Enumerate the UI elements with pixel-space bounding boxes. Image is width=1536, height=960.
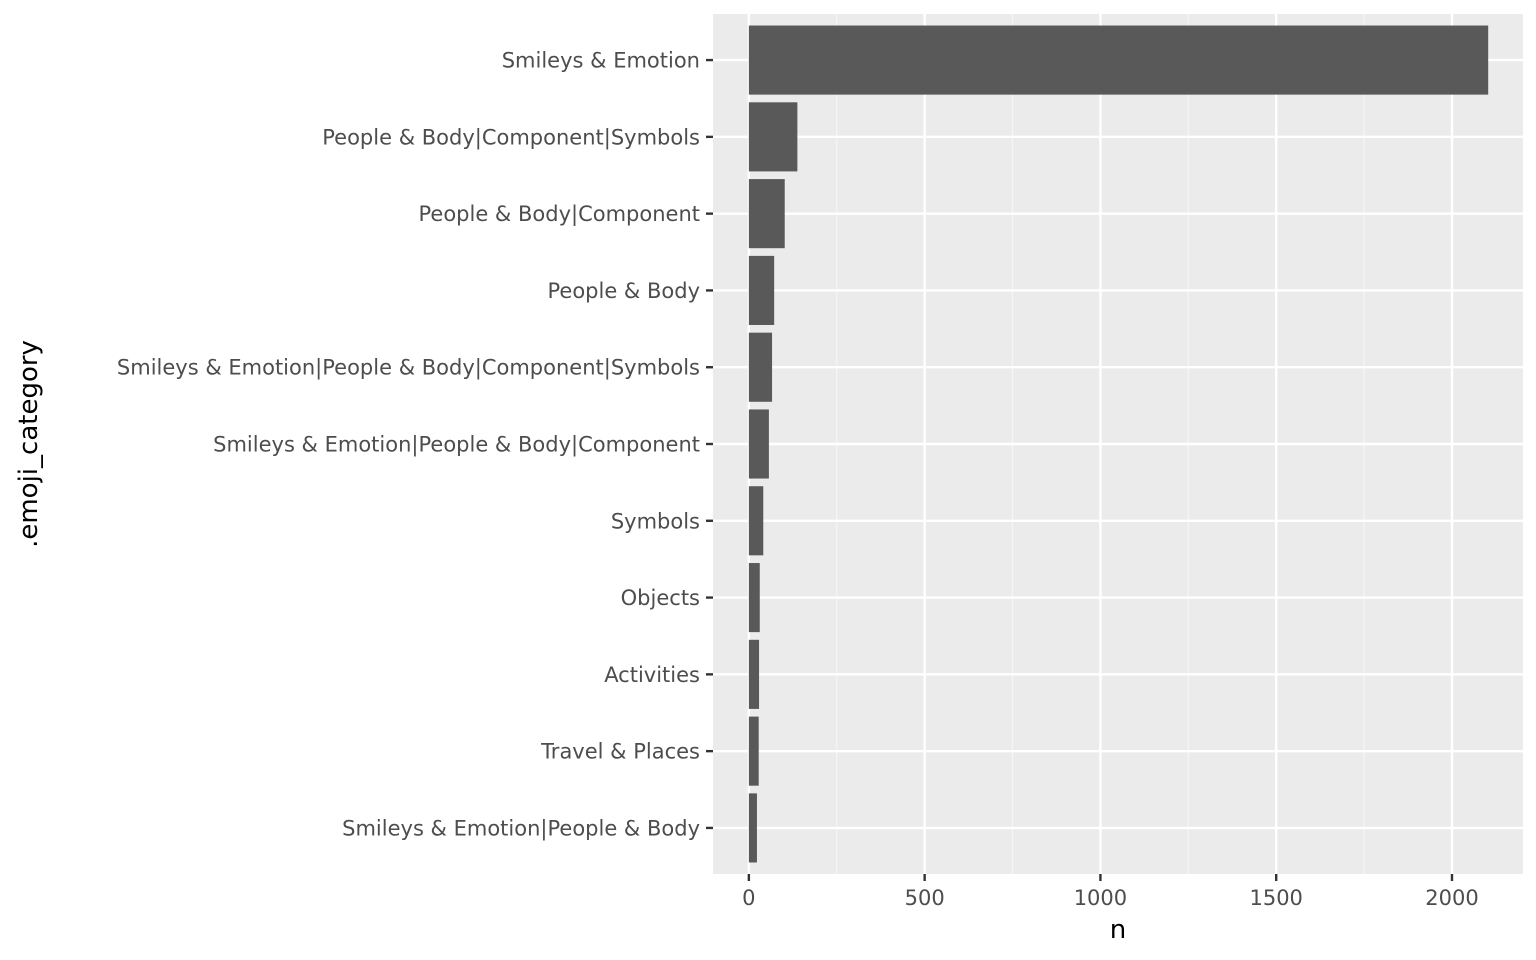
y-tick-label: People & Body bbox=[547, 279, 700, 303]
bar bbox=[748, 639, 760, 709]
y-axis-title: .emoji_category bbox=[14, 340, 44, 548]
x-tick-label: 0 bbox=[742, 886, 755, 910]
x-tick-label: 2000 bbox=[1425, 886, 1478, 910]
bar bbox=[748, 179, 785, 249]
bar bbox=[748, 409, 769, 479]
y-tick-label: Smileys & Emotion|People & Body|Componen… bbox=[213, 433, 700, 458]
y-tick-label: Smileys & Emotion|People & Body|Componen… bbox=[117, 356, 700, 381]
bar bbox=[748, 486, 764, 556]
y-tick-label: Activities bbox=[604, 663, 700, 687]
x-tick-label: 1000 bbox=[1074, 886, 1127, 910]
x-tick-label: 500 bbox=[905, 886, 945, 910]
bar bbox=[748, 793, 757, 863]
y-tick-label: Travel & Places bbox=[540, 740, 700, 764]
y-tick-label: Symbols bbox=[611, 509, 700, 533]
bars-group bbox=[748, 25, 1489, 863]
y-tick-label: People & Body|Component bbox=[418, 202, 700, 227]
y-tick-label: Objects bbox=[621, 586, 700, 610]
bar bbox=[748, 716, 759, 786]
bar bbox=[748, 255, 775, 325]
y-tick-label: Smileys & Emotion|People & Body bbox=[342, 816, 700, 841]
bar bbox=[748, 563, 760, 633]
bar bbox=[748, 102, 798, 172]
y-axis: Smileys & Emotion People & Body|Component… bbox=[117, 49, 713, 841]
bar bbox=[748, 332, 773, 402]
y-tick-label: People & Body|Component|Symbols bbox=[322, 125, 700, 150]
bar bbox=[748, 25, 1489, 95]
x-axis: 0 500 1000 1500 2000 bbox=[742, 874, 1479, 910]
x-axis-title: n bbox=[1110, 915, 1126, 945]
y-tick-label: Smileys & Emotion bbox=[502, 49, 700, 73]
x-tick-label: 1500 bbox=[1249, 886, 1302, 910]
